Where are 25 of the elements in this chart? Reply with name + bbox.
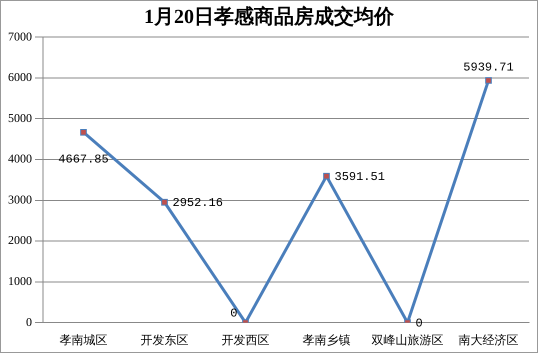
y-tick-label: 7000 xyxy=(8,29,32,44)
x-tick-label: 开发西区 xyxy=(222,332,270,347)
data-label: 5939.71 xyxy=(463,60,514,74)
point xyxy=(161,198,168,206)
y-tick-label: 6000 xyxy=(8,70,32,84)
x-tick-label: 南大经济区 xyxy=(458,332,518,347)
y-tick-label: 0 xyxy=(26,314,32,329)
y-tick-label: 5000 xyxy=(8,110,32,125)
x-tick-label: 双峰山旅游区 xyxy=(372,332,444,347)
chart-title: 1月20日孝感商品房成交均价 xyxy=(143,4,395,30)
y-tick-label: 3000 xyxy=(8,192,32,206)
data-label: 0 xyxy=(230,306,238,321)
x-tick-label: 孝南乡镇 xyxy=(302,332,350,347)
point xyxy=(323,172,330,180)
data-label: 0 xyxy=(416,316,423,331)
y-tick-label: 1000 xyxy=(8,274,32,288)
x-tick-label: 开发东区 xyxy=(140,332,188,347)
y-tick-label: 4000 xyxy=(8,152,32,166)
point xyxy=(80,128,87,136)
data-label: 2952.16 xyxy=(172,196,223,210)
data-label: 4667.85 xyxy=(58,152,109,166)
data-label: 3591.51 xyxy=(334,170,385,184)
y-tick-label: 2000 xyxy=(8,233,32,248)
x-tick-label: 孝南城区 xyxy=(60,332,108,347)
point xyxy=(485,77,492,84)
